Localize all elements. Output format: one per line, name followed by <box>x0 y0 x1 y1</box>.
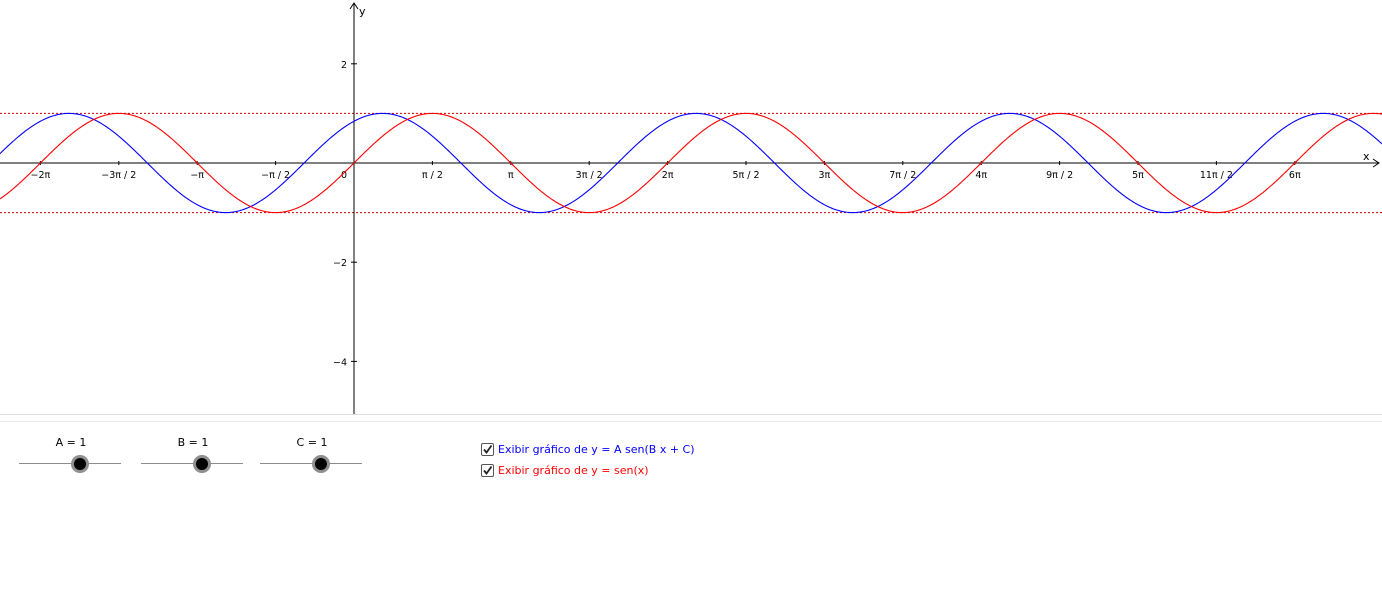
function-plot[interactable]: −2π −3π / 2 −π −π / 2 0 π / 2 π 3π / 2 2π 5π / 2 3… <box>0 0 1382 415</box>
x-tick-label: π / 2 <box>422 170 443 181</box>
x-tick-label: 2π <box>662 170 674 181</box>
x-tick-label: −2π <box>31 170 51 181</box>
x-tick-label: 9π / 2 <box>1046 170 1073 181</box>
x-axis-label: x <box>1363 150 1370 163</box>
y-tick-label: −2 <box>333 258 347 269</box>
slider-b: B = 1 <box>141 422 245 473</box>
slider-c-knob[interactable] <box>312 455 330 473</box>
x-tick-label: 5π / 2 <box>732 170 759 181</box>
x-axis-arrow-icon <box>1372 158 1380 168</box>
y-tick-label: −4 <box>333 357 347 368</box>
slider-a-knob[interactable] <box>71 455 89 473</box>
x-tick-label: 3π / 2 <box>576 170 603 181</box>
x-tick-label: 5π <box>1132 170 1144 181</box>
slider-c-track[interactable] <box>260 463 362 464</box>
slider-a: A = 1 <box>19 422 123 473</box>
checkmark-icon <box>483 465 493 475</box>
checkbox-show-g-label: Exibir gráfico de y = sen(x) <box>498 463 649 477</box>
x-tick-label: 6π <box>1289 170 1301 181</box>
slider-c-label: C = 1 <box>296 436 328 449</box>
x-tick-label: −3π / 2 <box>101 170 136 181</box>
y-axis-arrow-icon <box>349 2 359 10</box>
graphics-view[interactable]: −2π −3π / 2 −π −π / 2 0 π / 2 π 3π / 2 2π 5π / 2 3… <box>0 0 1382 415</box>
view-divider <box>0 414 1382 415</box>
checkbox-show-g-box[interactable] <box>481 463 494 477</box>
y-axis-label: y <box>359 5 366 18</box>
x-axis-ticks: −2π −3π / 2 −π −π / 2 0 π / 2 π 3π / 2 2π 5π / 2 3… <box>31 161 1301 181</box>
checkmark-icon <box>483 444 493 454</box>
slider-b-label: B = 1 <box>177 436 209 449</box>
y-axis-ticks: 2 −2 −4 <box>333 60 357 368</box>
slider-a-label: A = 1 <box>55 436 87 449</box>
checkbox-show-f-label: Exibir gráfico de y = A sen(B x + C) <box>498 442 695 456</box>
slider-a-track[interactable] <box>19 463 121 464</box>
x-tick-label: 3π <box>819 170 831 181</box>
checkbox-show-g[interactable]: Exibir gráfico de y = sen(x) <box>481 461 649 479</box>
x-tick-label: π <box>508 170 514 181</box>
x-tick-label: −π / 2 <box>261 170 290 181</box>
curves <box>0 112 1382 214</box>
slider-b-knob[interactable] <box>193 455 211 473</box>
panel-divider <box>0 421 1382 422</box>
curve-f-ab-c[interactable] <box>0 112 1382 214</box>
curve-sen-x[interactable] <box>0 112 1382 214</box>
controls-panel: A = 1 B = 1 C = 1 Exibir gráfico de y = … <box>0 422 1382 610</box>
checkbox-show-f-box[interactable] <box>481 442 494 456</box>
x-tick-label: 4π <box>975 170 987 181</box>
axes <box>0 2 1380 415</box>
y-tick-label: 2 <box>341 60 347 71</box>
slider-c: C = 1 <box>260 422 364 473</box>
checkbox-show-f[interactable]: Exibir gráfico de y = A sen(B x + C) <box>481 440 695 458</box>
slider-b-track[interactable] <box>141 463 243 464</box>
x-tick-label: 11π / 2 <box>1200 170 1233 181</box>
x-tick-label: 7π / 2 <box>889 170 916 181</box>
x-tick-label: −π <box>190 170 204 181</box>
x-tick-label: 0 <box>341 170 347 181</box>
